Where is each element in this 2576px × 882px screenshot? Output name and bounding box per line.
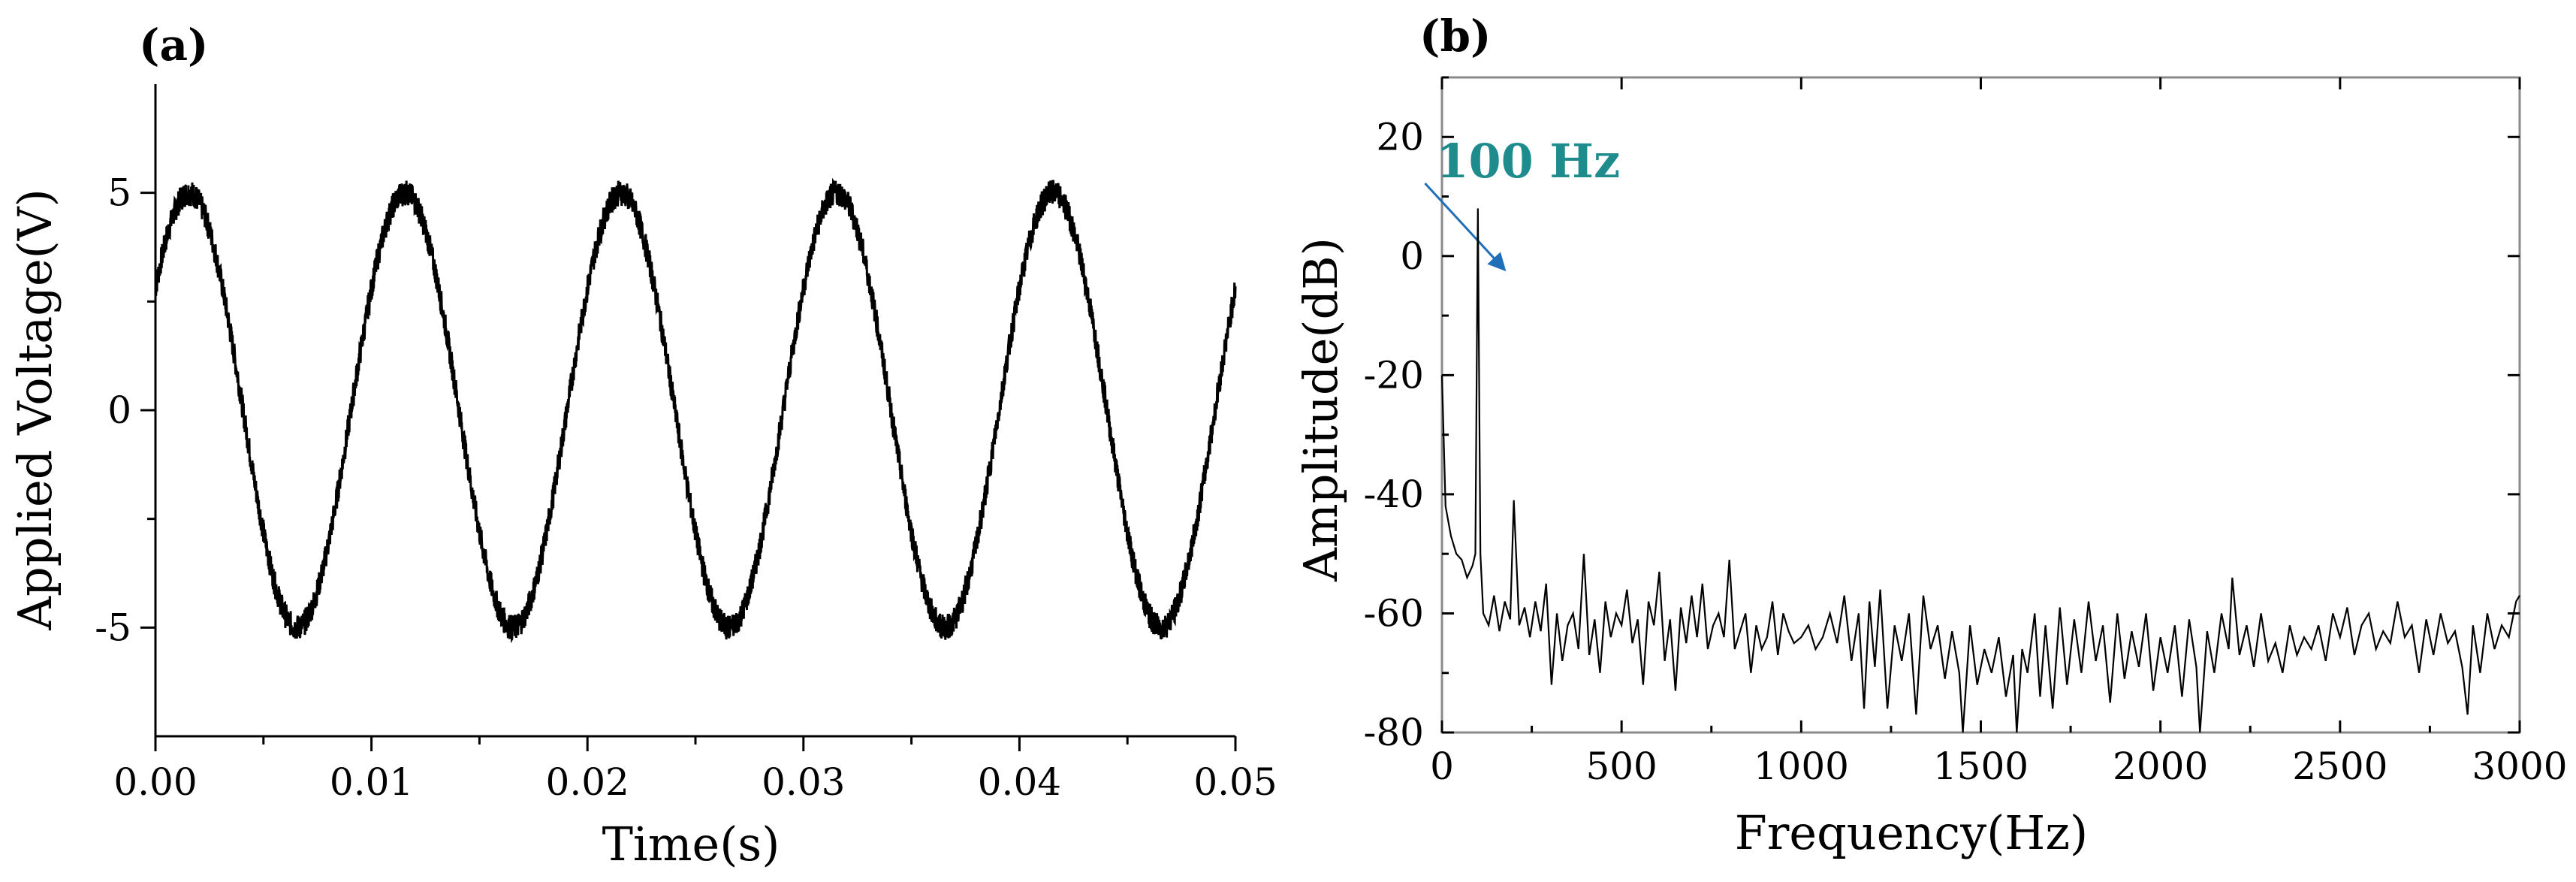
panel-b-y-axis-title: Amplitude(dB): [1293, 237, 1348, 582]
x-tick-label: 1500: [1933, 745, 2029, 788]
panel-a-y-axis-title: Applied Voltage(V): [8, 189, 62, 631]
x-tick-label: 2500: [2292, 745, 2387, 788]
x-tick-label: 1000: [1754, 745, 1849, 788]
x-tick-label: 0.01: [330, 760, 413, 804]
panel-b-tick-labels: 0 500 1000 1500 2000 2500 3000 20 0 -20 -40 -60 -80: [1363, 115, 2567, 788]
x-tick-label: 0.04: [978, 760, 1061, 804]
x-tick-label: 3000: [2472, 745, 2567, 788]
y-tick-label: 0: [107, 388, 131, 432]
y-tick-label: 5: [107, 171, 131, 215]
panel-b-ticks: [1440, 76, 2521, 734]
y-tick-label: -60: [1363, 591, 1424, 635]
y-tick-label: 20: [1376, 115, 1424, 159]
panel-b-x-axis-title: Frequency(Hz): [1735, 805, 2088, 860]
panel-b-label: (b): [1419, 11, 1491, 62]
x-tick-label: 0.05: [1193, 760, 1277, 804]
y-tick-label: -5: [95, 606, 131, 649]
x-tick-label: 0.02: [546, 760, 629, 804]
x-tick-label: 0: [1430, 745, 1454, 788]
panel-a-x-axis-title: Time(s): [602, 817, 780, 871]
series-applied-voltage: [154, 177, 1237, 644]
series-spectrum: [1440, 208, 2520, 733]
annotation-100hz-arrow: [1424, 182, 1507, 272]
y-tick-label: -40: [1363, 473, 1424, 516]
panel-a-axes: [154, 84, 1235, 738]
chart-panel-b: (b) 0 500 1000 1500 2000 2500 3000 20 0 -20 -40 -60…: [1293, 11, 2568, 860]
x-tick-label: 2000: [2113, 745, 2208, 788]
y-tick-label: 0: [1400, 234, 1424, 278]
panel-a-tick-labels: 0.00 0.01 0.02 0.03 0.04 0.05 5 0 -5: [95, 171, 1277, 804]
y-tick-label: -80: [1363, 711, 1424, 754]
annotation-100hz-label: 100 Hz: [1436, 134, 1620, 189]
y-tick-label: -20: [1363, 353, 1424, 397]
panel-a-label: (a): [139, 20, 208, 71]
x-tick-label: 0.03: [762, 760, 845, 804]
chart-panel-a: (a) 0.00 0.01 0.02 0.03 0.04 0.05 5 0 -5 Time(s)…: [8, 20, 1277, 871]
x-tick-label: 0.00: [113, 760, 197, 804]
panel-a-ticks: [140, 192, 1237, 751]
x-tick-label: 500: [1585, 745, 1657, 788]
